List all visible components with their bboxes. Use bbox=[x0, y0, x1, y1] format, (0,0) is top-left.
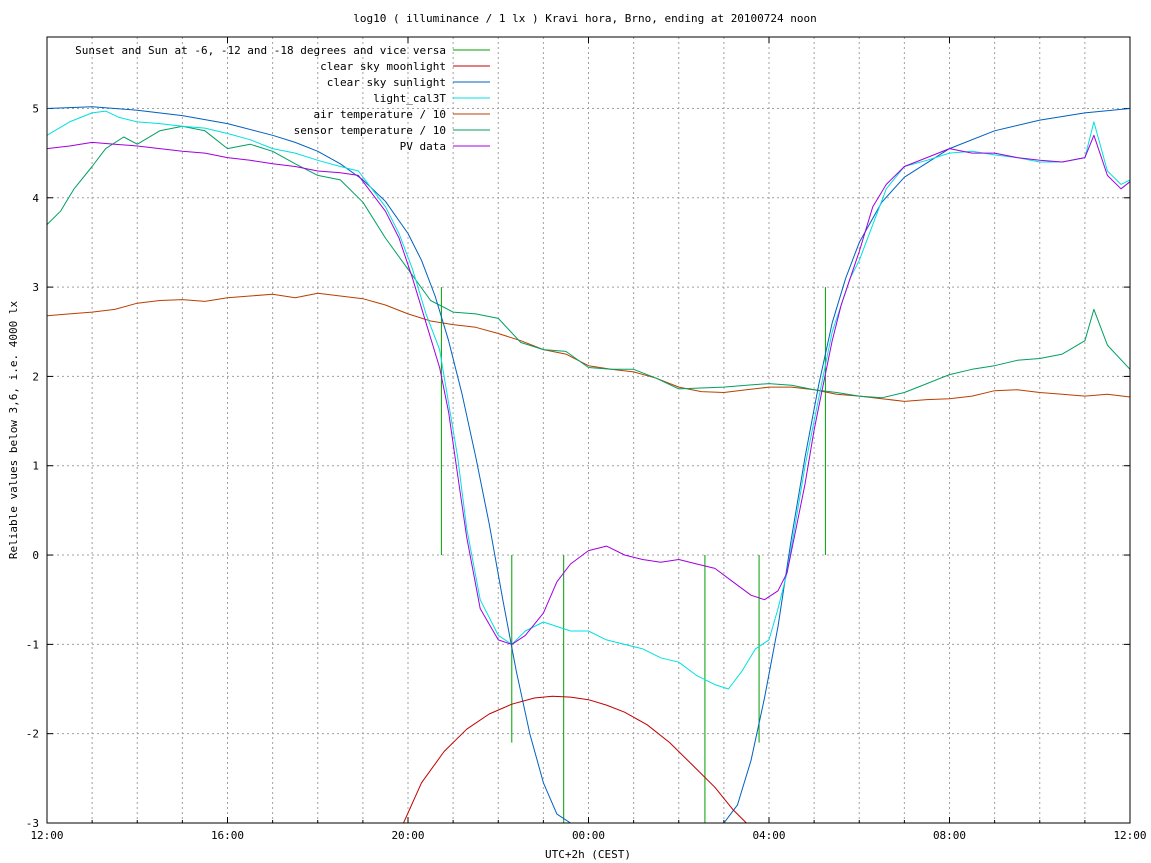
x-tick-label: 16:00 bbox=[211, 829, 244, 842]
x-tick-label: 12:00 bbox=[30, 829, 63, 842]
x-axis-label: UTC+2h (CEST) bbox=[545, 848, 631, 861]
y-tick-label: 2 bbox=[32, 370, 39, 383]
legend-label: clear sky sunlight bbox=[327, 76, 446, 89]
series-line-clear-sky-moonlight bbox=[404, 696, 747, 823]
x-tick-label: 00:00 bbox=[572, 829, 605, 842]
y-axis-label: Reliable values below 3,6, i.e. 4000 lx bbox=[7, 300, 20, 559]
y-tick-label: 3 bbox=[32, 281, 39, 294]
grid-lines bbox=[47, 37, 1130, 823]
y-tick-label: 5 bbox=[32, 102, 39, 115]
plot-frame bbox=[47, 37, 1130, 823]
y-tick-label: -1 bbox=[26, 638, 39, 651]
legend-label: air temperature / 10 bbox=[314, 108, 446, 121]
series-line-clear-sky-sunlight bbox=[47, 107, 1130, 823]
legend-label: light_cal3T bbox=[373, 92, 446, 105]
legend-label: clear sky moonlight bbox=[320, 60, 446, 73]
series-plot bbox=[47, 107, 1130, 823]
legend-label: sensor temperature / 10 bbox=[294, 124, 446, 137]
x-tick-label: 08:00 bbox=[933, 829, 966, 842]
y-tick-label: 4 bbox=[32, 192, 39, 205]
legend-label: PV data bbox=[400, 140, 446, 153]
chart-title: log10 ( illuminance / 1 lx ) Kravi hora,… bbox=[353, 12, 817, 25]
x-tick-label: 20:00 bbox=[391, 829, 424, 842]
y-tick-label: 1 bbox=[32, 460, 39, 473]
x-tick-label: 12:00 bbox=[1113, 829, 1146, 842]
y-tick-label: 0 bbox=[32, 549, 39, 562]
legend-label: Sunset and Sun at -6, -12 and -18 degree… bbox=[75, 44, 446, 57]
y-tick-label: -2 bbox=[26, 728, 39, 741]
x-tick-label: 04:00 bbox=[752, 829, 785, 842]
